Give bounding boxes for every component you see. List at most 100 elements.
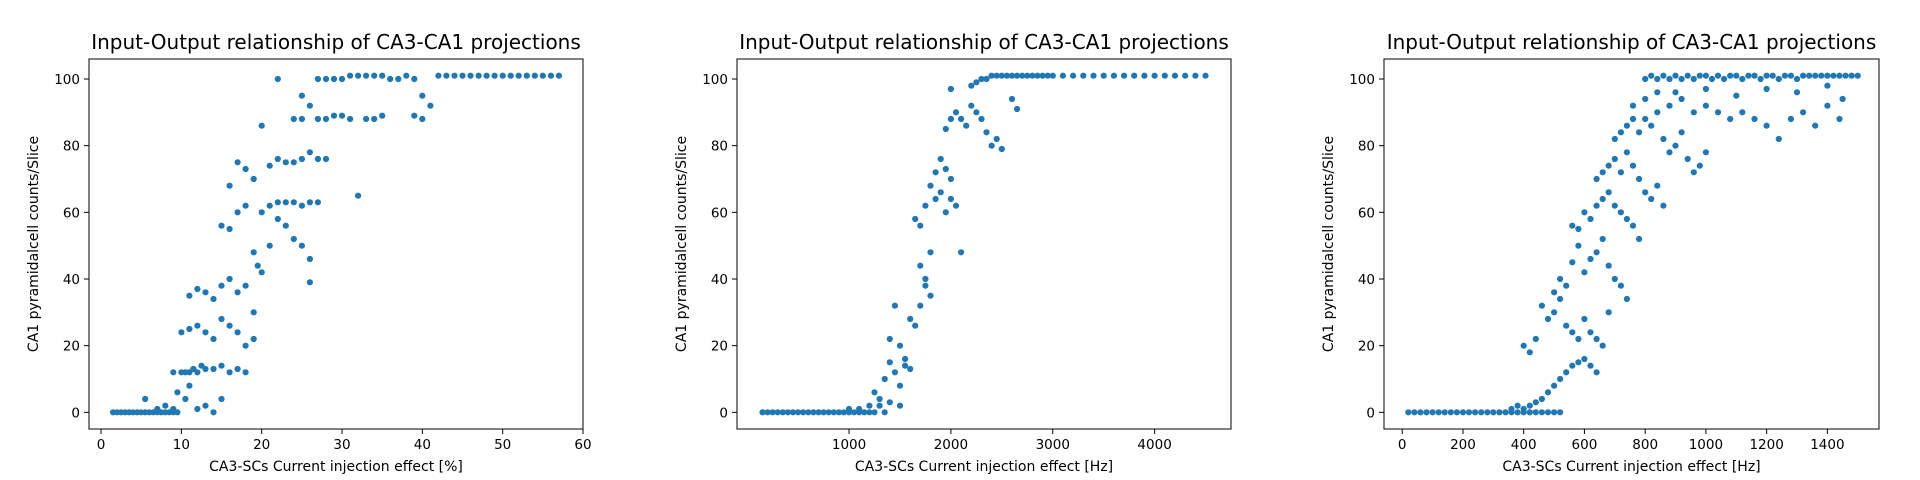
x-tick-label: 40 — [414, 437, 431, 453]
data-point — [856, 405, 863, 413]
data-point — [1551, 409, 1558, 416]
data-point — [1557, 409, 1564, 416]
data-point — [1569, 362, 1576, 369]
data-point — [1202, 72, 1209, 79]
data-point — [419, 92, 426, 99]
data-point — [1769, 72, 1776, 79]
data-point — [363, 115, 370, 123]
data-point — [1678, 95, 1685, 103]
data-point — [871, 389, 878, 396]
data-point — [258, 122, 265, 129]
data-point — [411, 112, 418, 119]
data-point — [947, 175, 955, 183]
data-point — [769, 409, 776, 416]
data-point — [1830, 72, 1837, 79]
data-point — [968, 82, 975, 89]
data-point — [1702, 149, 1709, 156]
data-point — [1575, 225, 1582, 233]
data-point — [258, 269, 265, 276]
data-point — [234, 365, 241, 373]
x-tick-label: 4000 — [1137, 437, 1171, 453]
data-point — [973, 79, 980, 86]
data-point — [298, 155, 305, 163]
data-point — [242, 282, 249, 289]
data-point — [1478, 409, 1485, 416]
data-point — [282, 159, 289, 166]
data-point — [886, 335, 893, 343]
data-point — [1593, 175, 1600, 183]
data-point — [1629, 162, 1637, 169]
data-point — [1648, 122, 1655, 129]
data-point — [1526, 409, 1533, 416]
data-point — [1599, 169, 1606, 176]
data-point — [1532, 335, 1539, 343]
data-point — [242, 202, 249, 209]
data-point — [242, 342, 249, 349]
data-point — [250, 309, 257, 316]
data-point — [1787, 115, 1794, 123]
data-point — [499, 72, 506, 79]
data-point — [830, 409, 837, 416]
data-point — [764, 409, 771, 416]
data-point — [1044, 72, 1051, 79]
data-point — [1544, 409, 1552, 416]
data-point — [1459, 409, 1467, 416]
data-point — [1514, 402, 1521, 409]
data-point — [1605, 262, 1612, 269]
data-point — [290, 115, 297, 123]
data-point — [1405, 409, 1412, 416]
data-point — [1824, 72, 1831, 79]
data-point — [1690, 109, 1697, 116]
data-point — [993, 72, 1000, 79]
data-point — [443, 72, 450, 79]
data-point — [1581, 209, 1588, 216]
data-point — [1429, 409, 1436, 416]
data-point — [1447, 409, 1454, 416]
data-point — [861, 409, 868, 416]
data-point — [1824, 82, 1831, 89]
data-point — [411, 75, 418, 83]
data-point — [1544, 389, 1552, 396]
data-point — [1629, 102, 1637, 109]
data-point — [1824, 102, 1831, 109]
data-point — [1110, 72, 1117, 79]
data-point — [1014, 105, 1021, 113]
data-point — [387, 75, 394, 83]
y-tick-label: 60 — [711, 205, 728, 221]
data-point — [1090, 72, 1097, 79]
data-point — [186, 382, 193, 389]
data-point — [1003, 72, 1011, 79]
data-point — [1751, 72, 1758, 79]
data-point — [1551, 289, 1558, 296]
data-point — [170, 369, 177, 376]
y-tick-label: 20 — [711, 339, 728, 355]
data-point — [314, 75, 321, 83]
chart-panel-1: Input-Output relationship of CA3-CA1 pro… — [26, 30, 592, 475]
data-point — [1014, 72, 1021, 79]
data-point — [1024, 72, 1031, 79]
data-point — [1161, 72, 1168, 79]
data-point — [1435, 409, 1442, 416]
y-tick-label: 100 — [1349, 72, 1375, 88]
data-point — [907, 365, 914, 373]
data-point — [1587, 362, 1594, 369]
data-point — [1611, 155, 1618, 163]
data-point — [840, 409, 848, 416]
data-point — [210, 409, 217, 416]
data-point — [876, 395, 883, 403]
data-point — [1617, 282, 1624, 289]
data-point — [274, 155, 281, 163]
data-point — [1690, 169, 1697, 176]
data-point — [1192, 72, 1199, 79]
data-point — [886, 359, 893, 366]
data-point — [395, 75, 402, 83]
data-point — [1654, 89, 1661, 96]
data-point — [789, 409, 797, 416]
data-point — [1593, 369, 1600, 376]
data-point — [1775, 135, 1782, 143]
data-point — [1654, 75, 1661, 83]
data-point — [1605, 309, 1612, 316]
data-point — [1696, 72, 1703, 79]
x-tick-label: 400 — [1511, 437, 1537, 453]
